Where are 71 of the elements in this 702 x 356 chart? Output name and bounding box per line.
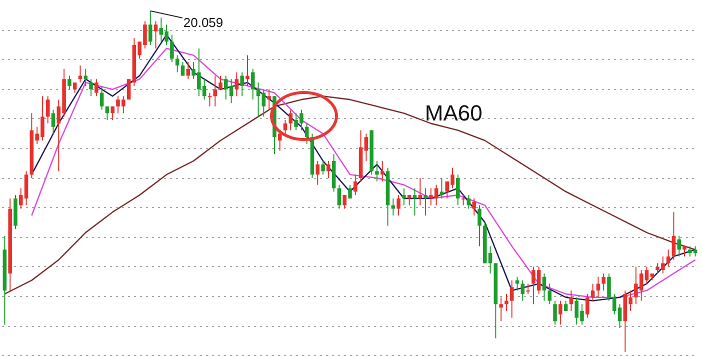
candlestick <box>110 106 114 121</box>
candlestick <box>170 34 174 63</box>
candlestick <box>240 72 244 97</box>
candlestick <box>175 54 180 73</box>
candlestick <box>456 174 460 206</box>
candlestick <box>316 160 320 186</box>
candlestick <box>607 272 611 302</box>
candlestick <box>354 174 358 196</box>
candlestick <box>364 133 368 162</box>
candlestick <box>558 300 562 326</box>
candlestick <box>504 293 508 312</box>
candlestick <box>499 296 503 322</box>
candlestick <box>396 194 400 216</box>
candlestick <box>89 78 93 97</box>
candlestick <box>472 198 476 216</box>
candlestick <box>440 178 444 199</box>
candlestick <box>553 300 557 326</box>
candlestick <box>548 283 552 305</box>
candlestick <box>148 10 152 46</box>
series-label: MA60 <box>424 100 482 126</box>
candlestick <box>407 194 412 206</box>
candlestick <box>418 178 422 206</box>
candlestick <box>262 88 266 118</box>
candlestick <box>234 72 239 97</box>
candlestick <box>342 194 346 210</box>
candlestick <box>100 85 104 110</box>
candlestick <box>542 272 546 302</box>
candlestick <box>51 109 56 134</box>
candlestick <box>380 160 384 182</box>
candlestick <box>478 204 482 247</box>
candlestick <box>672 212 676 260</box>
candlestick <box>510 280 514 318</box>
candlestick <box>677 235 682 257</box>
candlestick <box>337 184 342 210</box>
candlestick <box>321 160 325 176</box>
candlestick <box>304 122 309 144</box>
candlestick <box>288 109 293 131</box>
candlestick <box>682 246 686 257</box>
candlestick <box>520 280 525 302</box>
candlestick <box>526 283 530 294</box>
candlestick <box>180 62 185 76</box>
candlestick <box>586 293 590 318</box>
candlestick <box>461 194 466 206</box>
candlestick <box>348 184 352 199</box>
candlestick <box>208 92 212 107</box>
candlestick <box>602 272 606 292</box>
candlestick <box>283 120 288 134</box>
candlestick <box>246 54 250 86</box>
candlestick <box>564 300 568 312</box>
candlestick <box>78 64 82 84</box>
candlestick <box>466 194 471 210</box>
candlestick <box>424 188 428 216</box>
candlestick <box>250 68 255 100</box>
candlestick <box>326 160 330 178</box>
candlestick <box>644 266 649 284</box>
candlestick <box>46 96 50 124</box>
candlestick <box>126 78 131 100</box>
candlestick <box>218 75 222 90</box>
candlestick <box>267 88 271 110</box>
candlestick <box>590 283 595 302</box>
candlestick <box>84 68 88 86</box>
candlestick <box>72 82 77 94</box>
annotation: 20.059 <box>183 14 224 30</box>
candlestick <box>596 276 600 298</box>
candlestick <box>94 78 98 97</box>
candlestick <box>154 20 158 49</box>
candlestick <box>375 160 379 182</box>
candlestick <box>402 188 406 206</box>
candlestick <box>213 75 218 107</box>
candlestick <box>68 75 72 90</box>
candlestick <box>412 188 417 216</box>
